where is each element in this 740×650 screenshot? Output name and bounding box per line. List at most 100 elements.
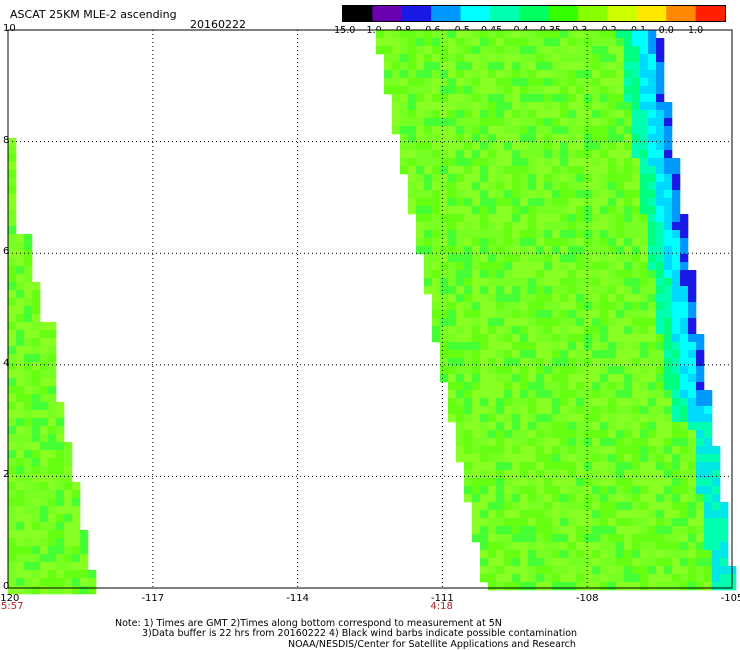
- swath-cell: [592, 214, 601, 223]
- swath-cell: [56, 554, 65, 563]
- swath-cell: [544, 454, 553, 463]
- swath-cell: [664, 542, 673, 551]
- swath-cell: [568, 526, 577, 535]
- swath-cell: [48, 370, 57, 379]
- swath-cell: [576, 470, 585, 479]
- swath-cell: [680, 254, 689, 263]
- swath-cell: [544, 222, 553, 231]
- swath-cell: [464, 350, 473, 359]
- swath-cell: [520, 30, 529, 39]
- swath-cell: [696, 382, 705, 391]
- swath-cell: [640, 582, 649, 591]
- swath-cell: [544, 86, 553, 95]
- swath-cell: [608, 382, 617, 391]
- swath-cell: [440, 318, 449, 327]
- swath-cell: [552, 510, 561, 519]
- swath-cell: [48, 410, 57, 419]
- swath-cell: [664, 206, 673, 215]
- swath-cell: [544, 558, 553, 567]
- swath-cell: [456, 262, 465, 271]
- swath-cell: [560, 310, 569, 319]
- swath-cell: [640, 478, 649, 487]
- swath-cell: [672, 270, 681, 279]
- swath-cell: [488, 470, 497, 479]
- swath-cell: [536, 366, 545, 375]
- swath-cell: [600, 94, 609, 103]
- swath-cell: [632, 414, 641, 423]
- swath-cell: [552, 430, 561, 439]
- swath-cell: [528, 486, 537, 495]
- swath-cell: [648, 494, 657, 503]
- swath-cell: [584, 174, 593, 183]
- swath-cell: [400, 142, 409, 151]
- swath-cell: [504, 246, 513, 255]
- swath-cell: [640, 78, 649, 87]
- swath-cell: [664, 414, 673, 423]
- swath-cell: [512, 110, 521, 119]
- swath-cell: [624, 182, 633, 191]
- swath-cell: [544, 534, 553, 543]
- swath-cell: [656, 214, 665, 223]
- swath-cell: [616, 366, 625, 375]
- swath-cell: [448, 302, 457, 311]
- swath-cell: [472, 150, 481, 159]
- swath-cell: [496, 86, 505, 95]
- swath-cell: [600, 374, 609, 383]
- swath-cell: [528, 38, 537, 47]
- swath-cell: [632, 230, 641, 239]
- swath-cell: [440, 294, 449, 303]
- swath-cell: [496, 502, 505, 511]
- swath-cell: [528, 270, 537, 279]
- swath-cell: [448, 198, 457, 207]
- swath-cell: [656, 182, 665, 191]
- swath-cell: [600, 134, 609, 143]
- swath-cell: [656, 302, 665, 311]
- swath-cell: [568, 558, 577, 567]
- swath-cell: [696, 454, 705, 463]
- swath-cell: [456, 46, 465, 55]
- swath-cell: [32, 538, 41, 547]
- swath-cell: [560, 86, 569, 95]
- swath-cell: [608, 342, 617, 351]
- swath-cell: [608, 430, 617, 439]
- swath-cell: [640, 62, 649, 71]
- swath-cell: [576, 246, 585, 255]
- swath-cell: [472, 206, 481, 215]
- swath-cell: [56, 482, 65, 491]
- swath-cell: [528, 30, 537, 39]
- swath-cell: [552, 358, 561, 367]
- swath-cell: [552, 478, 561, 487]
- swath-cell: [32, 554, 41, 563]
- swath-cell: [24, 418, 33, 427]
- swath-cell: [488, 422, 497, 431]
- swath-cell: [576, 118, 585, 127]
- swath-cell: [608, 534, 617, 543]
- swath-cell: [688, 582, 697, 591]
- swath-cell: [600, 486, 609, 495]
- swath-cell: [504, 550, 513, 559]
- swath-cell: [8, 370, 17, 379]
- swath-cell: [448, 238, 457, 247]
- swath-cell: [632, 390, 641, 399]
- swath-cell: [408, 142, 417, 151]
- swath-cell: [616, 390, 625, 399]
- swath-cell: [416, 78, 425, 87]
- swath-cell: [688, 478, 697, 487]
- swath-cell: [584, 550, 593, 559]
- swath-cell: [640, 254, 649, 263]
- swath-cell: [608, 126, 617, 135]
- swath-cell: [64, 546, 73, 555]
- swath-cell: [504, 142, 513, 151]
- swath-cell: [624, 110, 633, 119]
- swath-cell: [640, 94, 649, 103]
- swath-cell: [480, 398, 489, 407]
- swath-cell: [544, 550, 553, 559]
- swath-cell: [560, 110, 569, 119]
- swath-cell: [576, 422, 585, 431]
- swath-cell: [520, 150, 529, 159]
- swath-cell: [528, 222, 537, 231]
- swath-cell: [8, 138, 17, 147]
- swath-cell: [616, 278, 625, 287]
- swath-cell: [32, 442, 41, 451]
- swath-cell: [24, 538, 33, 547]
